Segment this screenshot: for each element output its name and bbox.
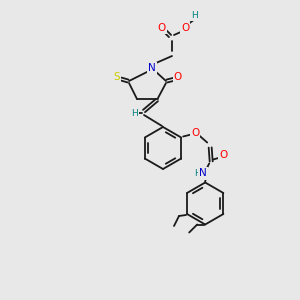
Text: N: N xyxy=(199,169,207,178)
Text: H: H xyxy=(192,11,198,20)
Text: H: H xyxy=(132,109,138,118)
Text: O: O xyxy=(191,128,199,139)
Text: N: N xyxy=(148,63,156,73)
Text: H: H xyxy=(194,169,201,178)
Text: O: O xyxy=(158,23,166,33)
Text: O: O xyxy=(219,151,227,160)
Text: O: O xyxy=(174,72,182,82)
Text: O: O xyxy=(181,23,189,33)
Text: S: S xyxy=(114,72,120,82)
